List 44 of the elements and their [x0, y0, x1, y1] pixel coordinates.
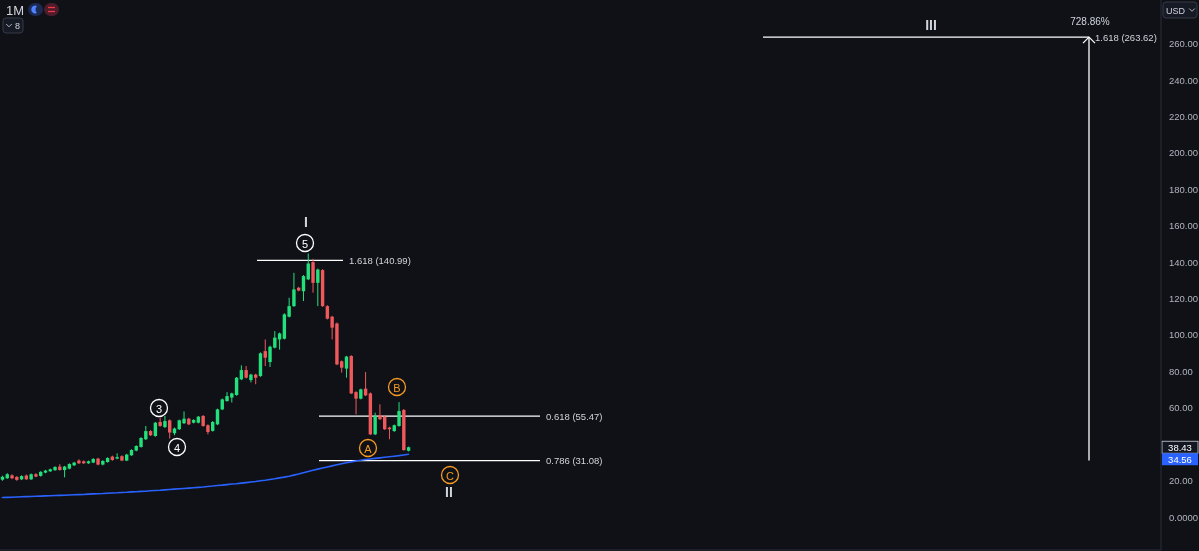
annotation: 38.43 — [1168, 442, 1192, 454]
candlestick — [311, 258, 315, 294]
y-tick-label: 140.00 — [1169, 256, 1199, 268]
candlestick — [115, 452, 119, 460]
candlestick — [397, 401, 401, 428]
candlestick — [182, 410, 186, 425]
chart-title: 1M — [6, 2, 25, 18]
annotation: 3 — [155, 402, 163, 415]
annotation: A — [364, 442, 373, 455]
y-tick-label: 80.00 — [1169, 365, 1193, 377]
ref-line-label: 1.618 (263.62) — [1095, 31, 1157, 43]
annotation: III — [925, 17, 937, 33]
y-tick-label: 260.00 — [1169, 38, 1199, 50]
y-tick-label: 160.00 — [1169, 220, 1199, 232]
ref-line-label: 1.618 (140.99) — [349, 254, 411, 266]
ref-line-label: 0.618 (55.47) — [546, 410, 603, 422]
candlestick — [292, 272, 296, 308]
annotation: B — [393, 381, 401, 394]
candlestick — [168, 418, 172, 440]
annotation: 5 — [301, 237, 309, 250]
y-tick-label: 200.00 — [1169, 147, 1199, 159]
annotation: C — [446, 469, 455, 482]
y-tick-label: 120.00 — [1169, 293, 1199, 305]
candlestick — [263, 338, 267, 367]
y-tick-label: 60.00 — [1169, 402, 1193, 414]
candlestick — [258, 351, 263, 378]
candlestick — [163, 415, 167, 429]
candlestick — [316, 268, 320, 307]
candlestick — [158, 417, 162, 428]
y-tick-label: 180.00 — [1169, 183, 1199, 195]
y-tick-label: 100.00 — [1169, 329, 1199, 341]
y-tick-label: 0.0000 — [1169, 511, 1199, 523]
y-tick-label: 220.00 — [1169, 110, 1199, 122]
annotation: 728.86% — [1070, 15, 1110, 27]
text: 34.56 — [1168, 454, 1192, 466]
ref-line-label: 0.786 (31.08) — [546, 455, 603, 467]
annotation: 4 — [173, 441, 181, 454]
y-tick-label: 240.00 — [1169, 74, 1199, 86]
text: USD — [1166, 5, 1186, 16]
candlestick — [373, 412, 377, 436]
annotation: I — [304, 214, 308, 230]
annotation: 8 — [14, 21, 21, 31]
y-tick-label: 20.00 — [1169, 475, 1193, 487]
annotation: II — [445, 484, 453, 500]
